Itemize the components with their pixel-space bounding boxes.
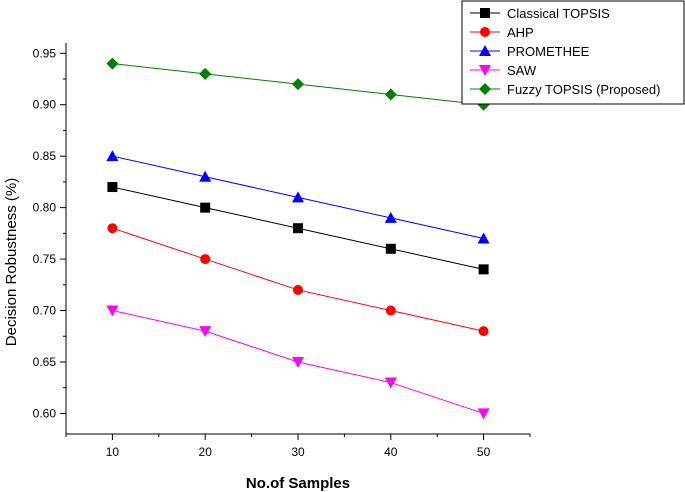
series-line (112, 227, 484, 332)
series-group (107, 223, 489, 337)
legend-label: AHP (507, 25, 534, 40)
data-point (293, 284, 303, 295)
legend-marker (480, 27, 490, 37)
data-point (292, 356, 304, 368)
y-tick-label: 0.75 (33, 252, 57, 266)
data-point (200, 202, 211, 213)
data-point (199, 326, 212, 338)
legend-box (461, 0, 685, 105)
data-point (107, 223, 118, 234)
plot-series (106, 57, 490, 420)
series-group (107, 182, 489, 275)
data-point (200, 254, 211, 265)
x-tick-label: 10 (106, 445, 120, 459)
y-tick-label: 0.70 (33, 304, 57, 318)
y-tick-label: 0.95 (33, 46, 57, 60)
y-tick-label: 0.65 (33, 355, 57, 369)
series-group (106, 305, 490, 420)
data-point (384, 377, 397, 389)
legend-label: Classical TOPSIS (507, 6, 610, 21)
data-point (106, 57, 119, 70)
legend-marker (479, 65, 491, 76)
x-axis-label: No.of Samples (246, 475, 350, 492)
data-point (292, 78, 304, 91)
legend-label: PROMETHEE (507, 44, 590, 59)
legend-marker (479, 45, 491, 56)
y-tick-label: 0.80 (33, 201, 57, 215)
series-group (106, 57, 490, 111)
data-point (106, 305, 119, 317)
legend-marker (479, 83, 491, 95)
plot-axes: 10 20 30 40 50 0.60 0.65 0.70 0.75 0.80 0.85 0.90 0.… (33, 43, 531, 459)
series-group (106, 150, 490, 244)
x-tick-label: 20 (199, 445, 213, 459)
data-point (199, 67, 212, 80)
data-point (384, 211, 397, 223)
data-point (477, 232, 490, 244)
data-point (477, 408, 490, 420)
x-tick-label: 40 (384, 445, 398, 459)
x-tick-label: 30 (291, 445, 305, 459)
data-point (385, 243, 396, 254)
data-point (384, 88, 397, 101)
x-tick-label: 50 (477, 445, 491, 459)
y-tick-label: 0.60 (33, 406, 57, 420)
legend: Classical TOPSIS AHP PROMETHEE SAW Fuzzy TOP… (461, 0, 685, 105)
data-point (478, 326, 489, 337)
legend-marker (480, 8, 490, 18)
data-point (292, 191, 304, 203)
data-point (106, 150, 119, 162)
y-axis-label: Decision Robustness (%) (3, 178, 20, 346)
data-point (478, 264, 489, 275)
data-point (293, 223, 303, 234)
y-tick-label: 0.85 (33, 149, 57, 163)
legend-label: SAW (507, 63, 537, 78)
data-point (199, 170, 212, 182)
legend-label: Fuzzy TOPSIS (Proposed) (507, 82, 660, 97)
data-point (107, 182, 118, 193)
data-point (385, 305, 396, 316)
y-tick-label: 0.90 (33, 98, 57, 112)
